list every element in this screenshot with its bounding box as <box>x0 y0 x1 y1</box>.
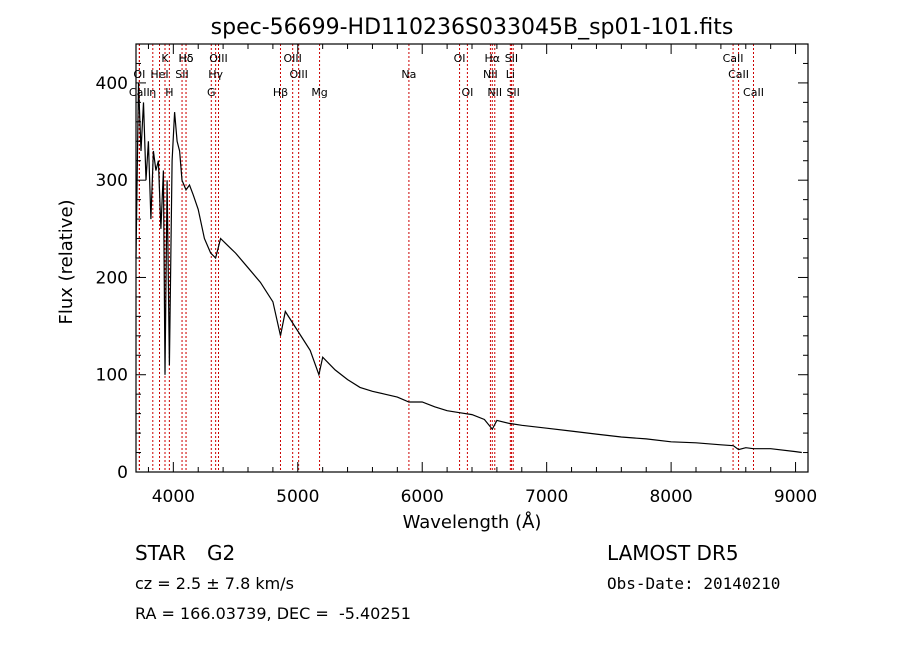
line-label-14: Na <box>401 68 416 81</box>
line-label-20: H <box>165 86 173 99</box>
line-label-27: CaII <box>743 86 764 99</box>
object-class: STAR <box>135 541 186 565</box>
line-label-2: Hδ <box>179 52 194 65</box>
line-label-26: SII <box>506 86 519 99</box>
spectral-line-markers <box>138 44 754 472</box>
y-tick-label-4: 400 <box>96 74 128 94</box>
obs-date: Obs-Date: 20140210 <box>607 574 781 593</box>
line-label-17: CaII <box>728 68 749 81</box>
line-label-11: SII <box>175 68 188 81</box>
line-label-6: Hα <box>485 52 501 65</box>
y-tick-label-2: 200 <box>96 268 128 288</box>
x-tick-label-5: 9000 <box>774 487 817 507</box>
line-label-22: Hβ <box>273 86 288 99</box>
coordinates: RA = 166.03739, DEC = -5.40251 <box>135 604 411 623</box>
line-label-7: SII <box>505 52 518 65</box>
line-label-16: Li <box>506 68 515 81</box>
subclass: G2 <box>207 541 236 565</box>
line-label-19: η <box>149 86 156 99</box>
line-label-4: OIII <box>283 52 301 65</box>
line-label-15: NII <box>483 68 498 81</box>
survey-name: LAMOST DR5 <box>607 541 739 565</box>
line-label-24: OI <box>461 86 473 99</box>
velocity: cz = 2.5 ± 7.8 km/s <box>135 574 294 593</box>
line-label-9: OI <box>133 68 145 81</box>
axis-ticks: 4000 5000 6000 7000 8000 9000 0 100 200 300 400 <box>96 43 817 507</box>
line-label-13: OIII <box>289 68 307 81</box>
y-axis-label: Flux (relative) <box>56 199 77 324</box>
line-label-3: OIII <box>209 52 227 65</box>
y-tick-label-0: 0 <box>117 463 128 483</box>
line-label-12: Hγ <box>208 68 223 81</box>
line-label-0: Hδ <box>179 52 194 65</box>
line-label-1: K <box>161 52 169 65</box>
line-label-23: Mg <box>311 86 327 99</box>
line-label-25: NII <box>487 86 502 99</box>
x-tick-label-1: 5000 <box>276 487 319 507</box>
x-tick-label-0: 4000 <box>152 487 195 507</box>
y-tick-label-3: 300 <box>96 171 128 191</box>
line-label-10: HeI <box>150 68 168 81</box>
line-label-21: G <box>207 86 216 99</box>
chart-title: spec-56699-HD110236S033045B_sp01-101.fit… <box>211 15 734 40</box>
x-axis-label: Wavelength (Å) <box>403 511 542 533</box>
x-tick-label-2: 6000 <box>401 487 444 507</box>
line-label-8: CaII <box>723 52 744 65</box>
x-tick-label-4: 8000 <box>649 487 692 507</box>
x-tick-label-3: 7000 <box>525 487 568 507</box>
y-tick-label-1: 100 <box>96 366 128 386</box>
line-label-5: OI <box>454 52 466 65</box>
flux-series-line <box>135 82 802 454</box>
